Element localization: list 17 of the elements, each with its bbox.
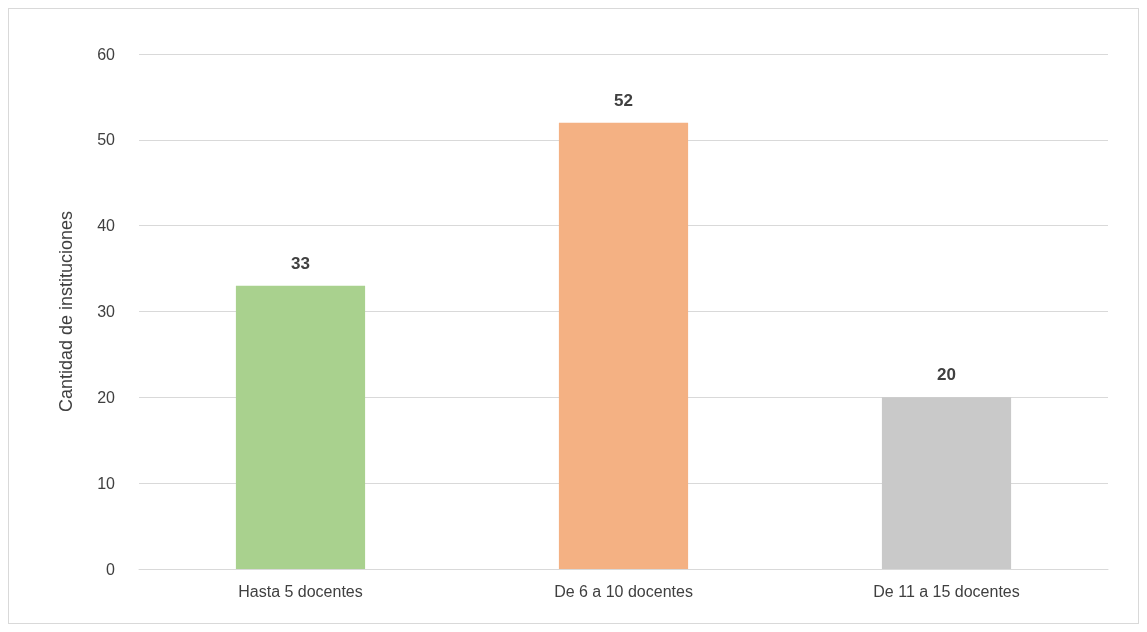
bar — [235, 285, 366, 569]
y-tick-label: 60 — [97, 45, 116, 63]
y-tick-label: 10 — [97, 474, 116, 492]
x-tick-label: De 11 a 15 docentes — [873, 582, 1020, 600]
data-label: 20 — [937, 365, 956, 385]
x-tick-label: De 6 a 10 docentes — [554, 582, 693, 600]
y-tick-label: 40 — [97, 217, 116, 235]
bar — [881, 397, 1012, 569]
bar — [558, 122, 689, 569]
y-tick-label: 50 — [97, 131, 116, 149]
y-axis-title: Cantidad de instituciones — [56, 210, 76, 413]
y-tick-label: 20 — [97, 388, 116, 406]
y-tick-label: 30 — [97, 303, 116, 320]
x-tick-label: Hasta 5 docentes — [238, 582, 363, 600]
data-label: 33 — [291, 253, 310, 273]
data-label: 52 — [614, 90, 633, 110]
y-tick-label: 0 — [106, 560, 116, 578]
